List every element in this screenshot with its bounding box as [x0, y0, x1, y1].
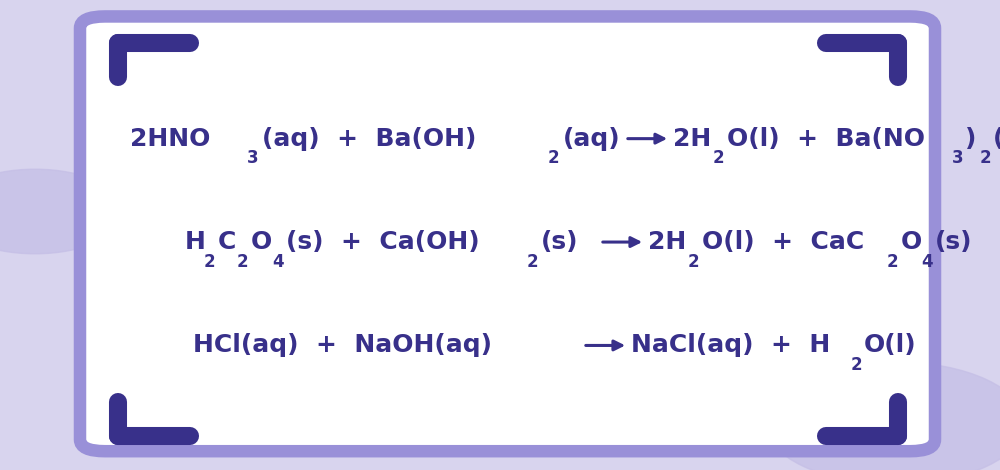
Text: (s): (s)	[541, 230, 578, 254]
Text: 4: 4	[272, 253, 284, 271]
Text: 3: 3	[247, 149, 259, 167]
Text: 2: 2	[851, 356, 863, 374]
Text: 2: 2	[713, 149, 725, 167]
FancyBboxPatch shape	[80, 16, 935, 451]
Text: 2H: 2H	[673, 126, 711, 151]
Text: 2: 2	[548, 149, 560, 167]
Text: 2: 2	[980, 149, 992, 167]
Text: 2: 2	[527, 253, 539, 271]
Text: (s): (s)	[935, 230, 972, 254]
Text: H: H	[185, 230, 206, 254]
Text: 2: 2	[688, 253, 700, 271]
Text: O(l)  +  Ba(NO: O(l) + Ba(NO	[727, 126, 925, 151]
Text: (aq): (aq)	[993, 126, 1000, 151]
Text: HCl(aq)  +  NaOH(aq): HCl(aq) + NaOH(aq)	[193, 333, 492, 358]
Text: C: C	[218, 230, 236, 254]
Text: 2: 2	[237, 253, 249, 271]
Text: (aq)  +  Ba(OH): (aq) + Ba(OH)	[262, 126, 476, 151]
Text: NaCl(aq)  +  H: NaCl(aq) + H	[631, 333, 830, 358]
Text: 2: 2	[887, 253, 899, 271]
Text: 4: 4	[921, 253, 933, 271]
Text: ): )	[965, 126, 976, 151]
Text: (s)  +  Ca(OH): (s) + Ca(OH)	[286, 230, 480, 254]
Text: (aq): (aq)	[563, 126, 621, 151]
Text: O: O	[251, 230, 272, 254]
Text: 2H: 2H	[648, 230, 686, 254]
Text: O(l): O(l)	[864, 333, 917, 358]
Text: 3: 3	[952, 149, 964, 167]
Circle shape	[765, 362, 1000, 470]
Text: O(l)  +  CaC: O(l) + CaC	[702, 230, 864, 254]
Text: O: O	[901, 230, 922, 254]
Circle shape	[0, 169, 125, 254]
Text: 2: 2	[204, 253, 216, 271]
Text: 2HNO: 2HNO	[130, 126, 210, 151]
